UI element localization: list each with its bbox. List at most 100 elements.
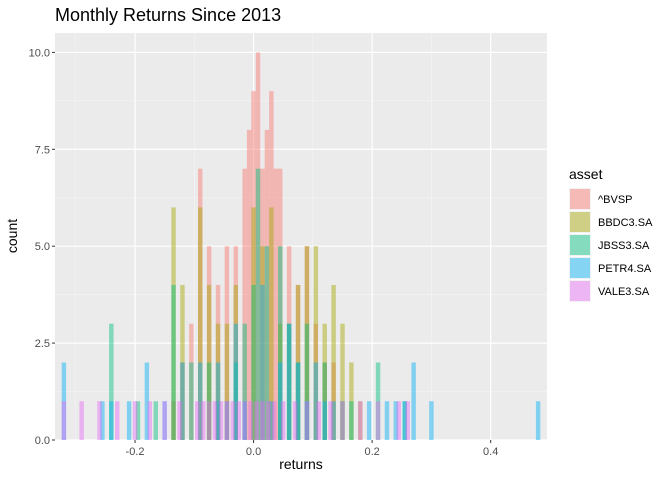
bar-jbss3-sa <box>322 362 327 440</box>
bar-jbss3-sa <box>215 401 221 440</box>
bar-vale3-sa <box>396 401 402 440</box>
bar-petr4-sa <box>429 401 434 440</box>
bar-petr4-sa <box>162 401 167 440</box>
bar-jbss3-sa <box>295 362 301 440</box>
bar-bvsp <box>215 284 221 440</box>
bar-petr4-sa <box>126 401 132 440</box>
legend-label-bbdc3-sa: BBDC3.SA <box>598 217 653 229</box>
bar-petr4-sa <box>109 401 114 440</box>
bar-bvsp <box>260 168 265 440</box>
bar-petr4-sa <box>61 362 67 440</box>
bar-petr4-sa <box>304 401 310 440</box>
bar-petr4-sa <box>384 401 390 440</box>
bar-vale3-sa <box>79 401 84 440</box>
bar-bvsp <box>180 362 185 440</box>
legend-swatch-petr4-sa <box>570 258 590 278</box>
bar-vale3-sa <box>236 401 241 440</box>
legend-label-bvsp: ^BVSP <box>598 194 633 206</box>
bar-vale3-sa <box>272 401 277 440</box>
bar-bvsp <box>171 401 176 440</box>
bar-vale3-sa <box>304 401 310 440</box>
bar-vale3-sa <box>405 401 410 440</box>
x-tick-label: 0.0 <box>246 446 261 458</box>
legend-label-vale3-sa: VALE3.SA <box>598 286 650 298</box>
bar-bbdc3-sa <box>331 284 336 440</box>
bar-bvsp <box>224 246 230 440</box>
bar-vale3-sa <box>266 401 271 440</box>
major-gridlines <box>55 33 547 441</box>
bar-vale3-sa <box>375 401 381 440</box>
bar-vale3-sa <box>195 401 200 440</box>
legend-key-bg <box>569 234 591 256</box>
bar-bbdc3-sa <box>340 323 345 440</box>
histogram-bars <box>61 52 541 441</box>
bar-petr4-sa <box>535 401 541 440</box>
bar-petr4-sa <box>295 362 301 440</box>
bar-vale3-sa <box>212 401 218 440</box>
bar-bvsp <box>269 91 274 441</box>
bar-vale3-sa <box>162 401 167 440</box>
legend-key-bg <box>569 188 591 210</box>
bar-jbss3-sa <box>286 323 292 440</box>
bar-vale3-sa <box>242 401 247 440</box>
bar-jbss3-sa <box>242 323 247 440</box>
bar-vale3-sa <box>260 401 265 440</box>
bar-bvsp <box>286 246 292 440</box>
bar-vale3-sa <box>340 401 345 440</box>
bar-jbss3-sa <box>402 401 407 440</box>
bar-petr4-sa <box>322 401 327 440</box>
bar-vale3-sa <box>132 401 138 440</box>
bar-petr4-sa <box>313 362 319 440</box>
bar-vale3-sa <box>97 401 102 440</box>
bar-petr4-sa <box>278 362 283 440</box>
bar-bbdc3-sa <box>295 284 301 440</box>
bar-vale3-sa <box>254 401 259 440</box>
bar-petr4-sa <box>198 362 203 440</box>
bar-petr4-sa <box>180 362 185 440</box>
legend-label-jbss3-sa: JBSS3.SA <box>598 240 650 252</box>
bar-vale3-sa <box>115 401 120 440</box>
legend-key-bg <box>569 280 591 302</box>
chart-title: Monthly Returns Since 2013 <box>55 5 281 25</box>
legend-key-bg <box>569 211 591 233</box>
bar-bbdc3-sa <box>286 323 292 440</box>
bar-bbdc3-sa <box>206 284 212 440</box>
bar-bbdc3-sa <box>198 207 203 440</box>
bar-petr4-sa <box>242 401 247 440</box>
bar-bvsp <box>242 168 247 440</box>
bar-jbss3-sa <box>206 362 212 440</box>
bar-petr4-sa <box>286 323 292 440</box>
bar-bbdc3-sa <box>224 323 230 440</box>
legend-swatch-vale3-sa <box>570 281 590 301</box>
bar-vale3-sa <box>230 401 236 440</box>
bar-bbdc3-sa <box>171 207 176 440</box>
bar-jbss3-sa <box>153 401 158 440</box>
bar-bvsp <box>206 246 212 440</box>
bar-vale3-sa <box>248 401 253 440</box>
bar-bvsp <box>313 323 319 440</box>
plot-panel <box>55 33 547 440</box>
bar-vale3-sa <box>316 401 322 440</box>
bar-vale3-sa <box>147 401 153 440</box>
bar-bvsp <box>295 284 301 440</box>
legend-swatch-jbss3-sa <box>570 235 590 255</box>
bar-petr4-sa <box>331 401 336 440</box>
bar-bbdc3-sa <box>269 207 274 440</box>
bar-vale3-sa <box>61 401 67 440</box>
bar-jbss3-sa <box>189 362 194 440</box>
bar-petr4-sa <box>269 401 274 440</box>
x-tick-label: 0.4 <box>483 446 498 458</box>
legend-swatch-bbdc3-sa <box>570 212 590 232</box>
bar-jbss3-sa <box>109 323 114 440</box>
bar-petr4-sa <box>260 284 265 440</box>
bar-vale3-sa <box>292 401 298 440</box>
bar-vale3-sa <box>224 401 230 440</box>
bar-vale3-sa <box>218 401 224 440</box>
bar-bvsp <box>198 168 203 440</box>
y-tick-label: 5.0 <box>35 241 50 253</box>
bar-bbdc3-sa <box>322 323 327 440</box>
bar-jbss3-sa <box>349 401 354 440</box>
bar-jbss3-sa <box>304 323 310 440</box>
bar-bbdc3-sa <box>215 323 221 440</box>
